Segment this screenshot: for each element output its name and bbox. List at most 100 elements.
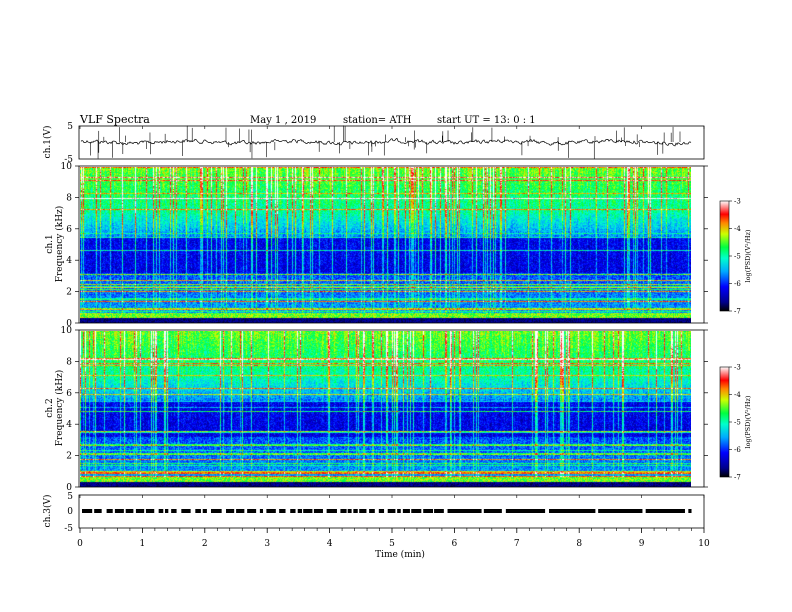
date-label: May 1 , 2019	[250, 115, 316, 126]
ch3-signal-segment	[447, 509, 482, 513]
frequency-tick-label: 10	[61, 326, 73, 336]
ch3-signal-segment	[266, 509, 276, 513]
ch1-spectrogram-frame	[78, 165, 705, 324]
ch3-ytick-middle: 0	[67, 507, 73, 517]
start-time-label: start UT = 13: 0 : 1	[437, 115, 536, 126]
ch3-ytick-top: 5	[67, 492, 73, 502]
ch1-waveform-spikes	[90, 125, 681, 159]
ch1-spectrogram-ylabel-channel: ch.1	[45, 234, 55, 253]
ch1-ytick-top: 5	[67, 122, 73, 132]
ch3-signal-segment	[378, 509, 385, 513]
ch3-signal-segment	[125, 509, 134, 513]
ch2-colorbar-ticks: -3 -4 -5 -6 -7	[729, 364, 741, 482]
frequency-tick-label: 8	[66, 357, 72, 367]
colorbar-tick-label: -3	[734, 364, 741, 372]
ch3-signal-segment	[290, 509, 296, 513]
ch1-spectrogram-image	[80, 167, 691, 323]
ch3-signal-segment	[397, 509, 401, 513]
ch3-signal-segment	[226, 509, 235, 513]
time-axis-tick-label: 5	[389, 539, 395, 549]
ch3-signal-segment	[347, 509, 352, 513]
ch3-signal-panel: 5 0 -5 ch.3(V)	[42, 492, 705, 534]
ch3-signal-segment	[313, 509, 323, 513]
ch3-signal-segment	[369, 509, 375, 513]
time-axis-tick-label: 4	[327, 539, 333, 549]
ch3-signal-segment	[549, 509, 596, 513]
ch3-signal-segment	[505, 509, 546, 513]
colorbar-tick-label: -4	[734, 391, 741, 399]
time-axis-tick-label: 3	[264, 539, 270, 549]
ch3-signal-segment	[434, 509, 444, 513]
frequency-tick-label: 6	[66, 389, 72, 399]
ch3-signal-segment	[202, 509, 207, 513]
ch1-spectrogram-panel: 0 2 4 6 8 10 ch.1 Frequency (kHz)	[45, 162, 708, 329]
time-axis-tick-label: 6	[452, 539, 458, 549]
colorbar-tick-label: -3	[734, 198, 741, 206]
ch3-signal-segment	[645, 509, 685, 513]
ch1-colorbar-label: log(PSD)(V²/Hz)	[744, 229, 752, 282]
ch3-signal-segment	[688, 509, 692, 513]
ch1-waveform-panel: 5 -5 ch.1(V)	[42, 122, 705, 165]
ch3-signal-segment	[94, 509, 102, 513]
time-axis-tick-label: 10	[698, 539, 710, 549]
ch3-signal-segment	[181, 509, 191, 513]
ch2-colorbar: -3 -4 -5 -6 -7 log(PSD)(V²/Hz)	[719, 364, 752, 482]
ch2-spectrogram-yticks: 0 2 4 6 8 10	[61, 326, 708, 493]
ch3-signal-segment	[326, 509, 337, 513]
colorbar-tick-label: -5	[734, 253, 741, 261]
frequency-tick-label: 0	[66, 483, 72, 493]
time-axis-tick-label: 2	[202, 539, 208, 549]
ch1-waveform-trace	[80, 137, 692, 147]
ch1-ytick-bottom: -5	[64, 155, 73, 165]
ch1-colorbar-ticks: -3 -4 -5 -6 -7	[729, 198, 741, 316]
ch2-spectrogram-frame	[78, 329, 705, 488]
ch2-colorbar-label: log(PSD)(V²/Hz)	[744, 395, 752, 448]
time-axis-tick-label: 9	[639, 539, 645, 549]
frequency-tick-label: 10	[61, 162, 73, 172]
ch3-signal-segment	[171, 509, 177, 513]
ch3-signal-segment	[82, 509, 93, 513]
ch3-signal-segment	[359, 509, 367, 513]
ch3-signal-segment	[297, 509, 303, 513]
ch3-signal-segment	[387, 509, 396, 513]
frequency-tick-label: 2	[66, 288, 72, 298]
ch3-signal-segment	[135, 509, 145, 513]
ch3-signal-segment	[195, 509, 201, 513]
ch3-signal-segment	[114, 509, 124, 513]
ch2-spectrogram-ylabel-frequency: Frequency (kHz)	[54, 370, 65, 447]
ch3-signal-segment	[483, 509, 502, 513]
ch3-signal-segment	[303, 509, 313, 513]
ch3-ytick-bottom: -5	[64, 524, 73, 534]
frequency-tick-label: 6	[66, 225, 72, 235]
colorbar-tick-label: -7	[734, 474, 741, 482]
ch1-spectrogram-yticks: 0 2 4 6 8 10	[61, 162, 708, 329]
colorbar-tick-label: -7	[734, 308, 741, 316]
ch3-signal-segment	[259, 509, 264, 513]
colorbar-tick-label: -6	[734, 446, 741, 454]
ch3-signal-segment	[423, 509, 434, 513]
ch3-signal-segment	[106, 509, 113, 513]
ch3-signal-segment	[158, 509, 164, 513]
ch3-signal-segment	[598, 509, 643, 513]
time-axis: 0 1 2 3 4 5 6 7 8 9 10	[77, 126, 710, 549]
ch3-signal-frame	[78, 494, 705, 529]
time-axis-label: Time (min)	[375, 549, 425, 560]
time-axis-tick-label: 0	[77, 539, 83, 549]
ch1-colorbar-gradient	[719, 200, 730, 312]
ch2-spectrogram-panel: 0 2 4 6 8 10 ch.2 Frequency (kHz)	[45, 326, 708, 493]
ch1-waveform-frame	[78, 125, 705, 160]
ch1-colorbar: -3 -4 -5 -6 -7 log(PSD)(V²/Hz)	[719, 198, 752, 316]
ch3-signal-segments	[82, 509, 692, 513]
colorbar-tick-label: -4	[734, 225, 741, 233]
ch1-ylabel: ch.1(V)	[42, 126, 53, 159]
frequency-tick-label: 4	[66, 420, 72, 430]
ch3-signal-segment	[402, 509, 410, 513]
frequency-tick-label: 4	[66, 256, 72, 266]
ch2-colorbar-gradient	[719, 366, 730, 478]
ch3-signal-segment	[210, 509, 222, 513]
frequency-tick-label: 8	[66, 193, 72, 203]
ch3-signal-segment	[279, 509, 286, 513]
ch3-signal-segment	[247, 509, 257, 513]
ch3-signal-segment	[164, 509, 169, 513]
